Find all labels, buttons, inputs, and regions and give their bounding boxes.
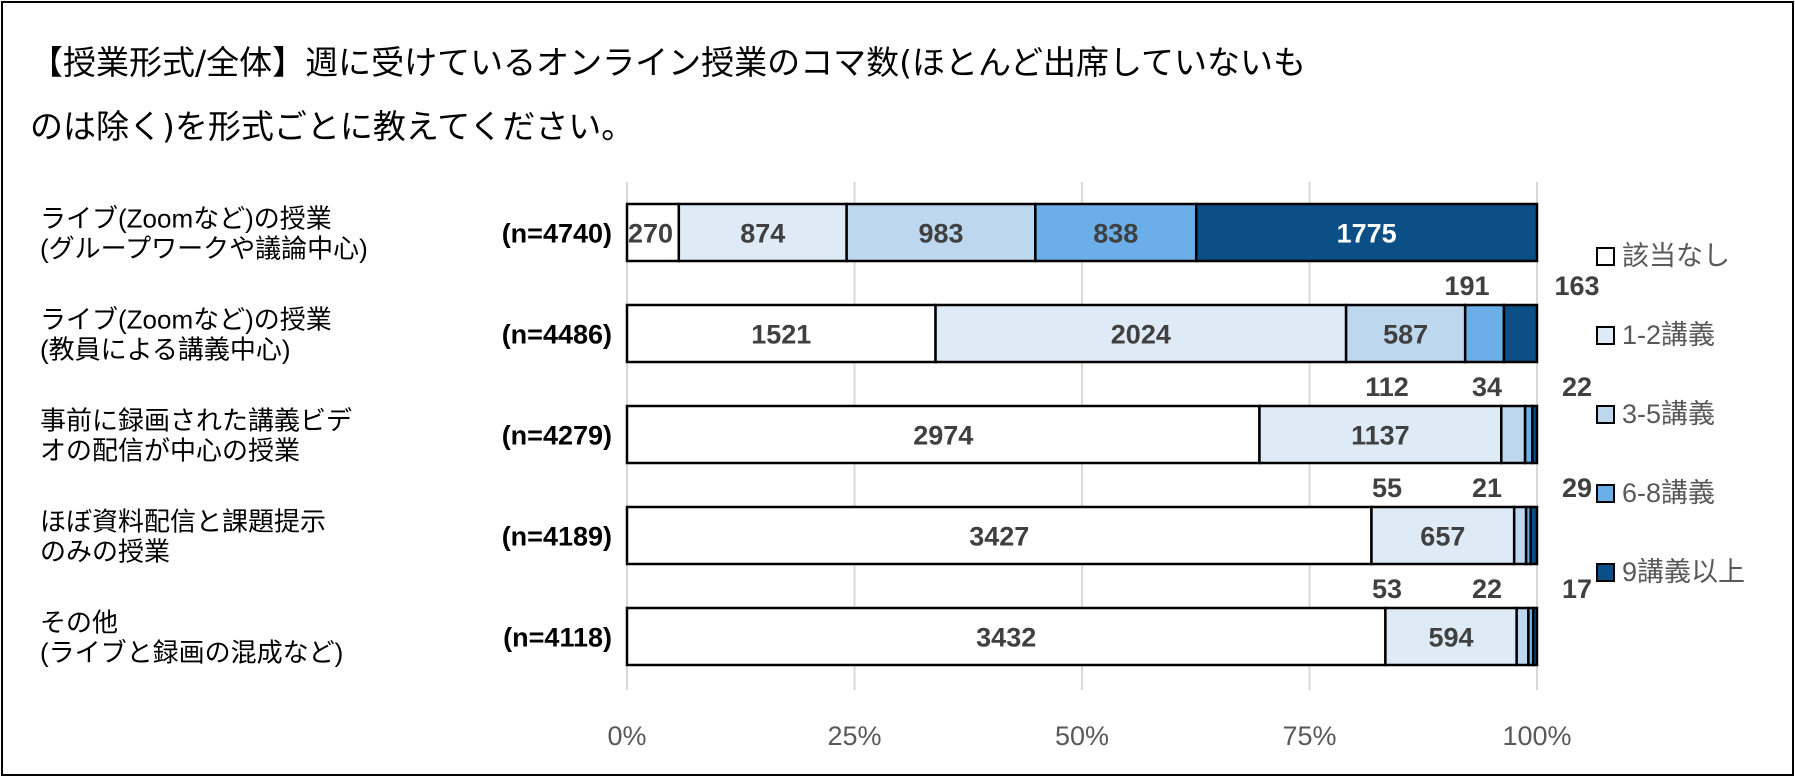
data-label: 594 [1429, 623, 1474, 653]
chart-title-line-1: 【授業形式/全体】週に受けているオンライン授業のコマ数(ほとんど出席していないも [30, 43, 1307, 82]
n-label: (n=4486) [502, 320, 612, 350]
bar-segment [1512, 505, 1528, 566]
data-label: 2974 [913, 421, 973, 451]
data-label: 22 [1472, 574, 1502, 604]
data-label: 21 [1472, 473, 1502, 503]
bar-segment [1531, 404, 1539, 465]
data-label: 838 [1093, 219, 1138, 249]
bar-segment [1515, 606, 1530, 667]
category-label: (教員による講義中心) [40, 335, 291, 365]
data-label: 2024 [1111, 320, 1171, 350]
category-label: ライブ(Zoomなど)の授業 [40, 204, 332, 234]
bar-segment [1500, 404, 1527, 465]
data-label: 1521 [751, 320, 811, 350]
legend-label: 該当なし [1622, 241, 1730, 271]
legend-label: 1-2講義 [1622, 320, 1715, 350]
bar-segment [1529, 505, 1539, 566]
bar-segment [1502, 303, 1539, 364]
category-label: 事前に録画された講義ビデ [40, 406, 352, 436]
chart-title-line-2: のは除く)を形式ごとに教えてください。 [30, 107, 635, 146]
legend-label: 3-5講義 [1622, 399, 1715, 429]
bar-segment [1463, 303, 1506, 364]
bar-segment [1531, 606, 1539, 667]
bar-segment [1370, 505, 1516, 566]
data-label: 53 [1372, 574, 1402, 604]
bar-segment [625, 202, 681, 263]
category-label: ライブ(Zoomなど)の授業 [40, 305, 332, 335]
n-label: (n=4740) [502, 219, 612, 249]
data-label: 17 [1562, 574, 1592, 604]
legend-label: 9講義以上 [1622, 557, 1745, 587]
data-label: 3427 [969, 522, 1029, 552]
n-label: (n=4189) [502, 522, 612, 552]
legend-swatch [1596, 484, 1615, 503]
legend-swatch [1596, 563, 1615, 582]
data-label: 29 [1562, 473, 1592, 503]
data-label: 270 [628, 219, 673, 249]
data-label: 55 [1372, 473, 1402, 503]
data-label: 587 [1383, 320, 1428, 350]
bar-segment [1194, 202, 1539, 263]
category-label: のみの授業 [40, 537, 170, 567]
legend-swatch [1596, 247, 1615, 266]
legend-swatch [1596, 326, 1615, 345]
data-label: 3432 [976, 623, 1036, 653]
category-label: オの配信が中心の授業 [40, 436, 300, 466]
category-label: ほぼ資料配信と課題提示 [40, 507, 326, 537]
legend-swatch [1596, 405, 1615, 424]
n-label: (n=4118) [503, 623, 612, 653]
data-label: 191 [1444, 271, 1489, 301]
data-label: 874 [740, 219, 785, 249]
category-label: (グループワークや議論中心) [40, 234, 368, 264]
bar-segment [625, 505, 1373, 566]
x-tick-label: 75% [1282, 721, 1336, 751]
legend-label: 6-8講義 [1622, 478, 1715, 508]
data-label: 22 [1562, 372, 1592, 402]
n-label: (n=4279) [502, 421, 612, 451]
x-tick-label: 25% [827, 721, 881, 751]
data-label: 1137 [1351, 421, 1410, 451]
data-label: 34 [1472, 372, 1502, 402]
data-label: 983 [918, 219, 963, 249]
category-label: その他 [40, 608, 118, 638]
data-label: 112 [1365, 372, 1409, 402]
bar-segment [1384, 606, 1518, 667]
category-label: (ライブと録画の混成など) [40, 638, 343, 668]
x-tick-label: 50% [1055, 721, 1109, 751]
bar-segment [625, 303, 937, 364]
data-label: 163 [1554, 271, 1599, 301]
bar-segment [934, 303, 1348, 364]
bar-segment [1258, 404, 1503, 465]
x-tick-label: 0% [607, 721, 646, 751]
data-label: 657 [1420, 522, 1465, 552]
data-label: 1775 [1337, 219, 1397, 249]
bar-segment [1344, 303, 1467, 364]
x-tick-label: 100% [1502, 721, 1571, 751]
